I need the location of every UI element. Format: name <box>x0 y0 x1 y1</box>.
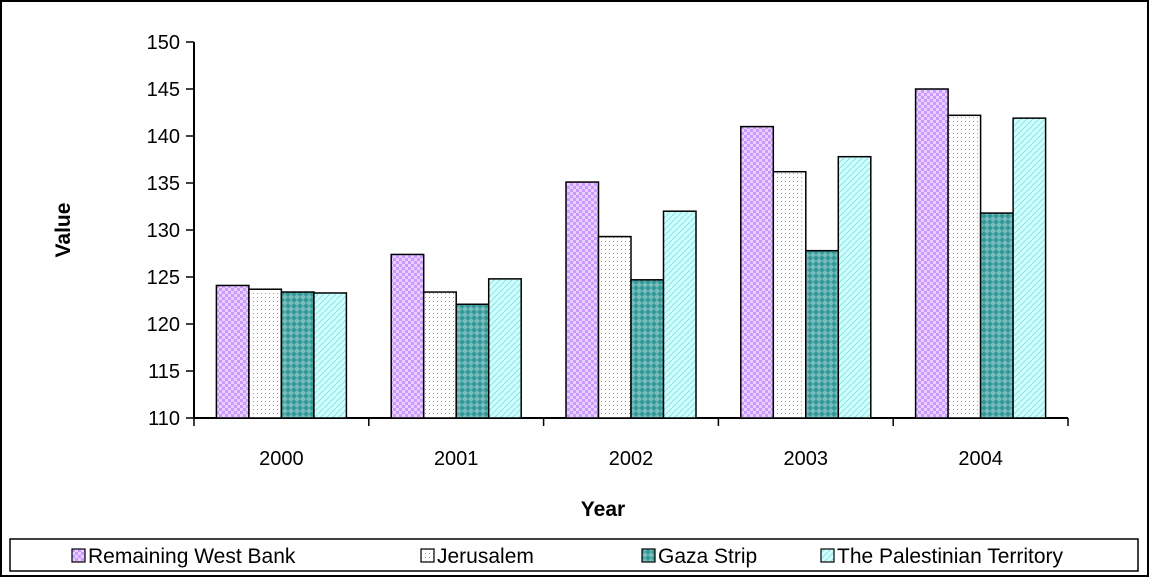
bar-the-palestinian-territory <box>487 278 522 419</box>
legend-label: Jerusalem <box>437 545 534 568</box>
bar-jerusalem <box>248 288 283 419</box>
bar-remaining-west-bank <box>740 125 775 419</box>
legend-label: Gaza Strip <box>658 545 757 568</box>
bar-jerusalem <box>422 291 457 419</box>
x-tick-label: 2000 <box>259 448 304 470</box>
x-tick-label: 2002 <box>609 448 654 470</box>
bar-remaining-west-bank <box>565 181 600 419</box>
y-tick-label: 110 <box>148 408 180 430</box>
bar-gaza-strip <box>630 279 665 419</box>
bar-gaza-strip <box>280 291 315 419</box>
x-axis-title: Year <box>581 498 625 521</box>
bar-the-palestinian-territory <box>837 155 872 419</box>
y-tick-label: 150 <box>147 32 180 54</box>
x-axis-ticks: 2000 2001 2002 2003 2004 <box>193 418 1069 470</box>
y-axis-title: Value <box>52 203 75 258</box>
y-tick-label: 125 <box>147 267 180 289</box>
legend-box <box>9 538 1139 572</box>
bar-remaining-west-bank <box>390 253 425 419</box>
bar-gaza-strip <box>455 303 490 419</box>
y-tick-label: 120 <box>147 314 180 336</box>
legend-swatch <box>820 548 835 563</box>
legend-label: Remaining West Bank <box>88 545 296 568</box>
bar-gaza-strip <box>805 249 840 419</box>
bar-jerusalem <box>597 235 632 419</box>
y-tick-label: 130 <box>147 220 180 242</box>
bar-the-palestinian-territory <box>1012 117 1047 419</box>
legend-swatch <box>641 548 656 563</box>
y-tick-label: 135 <box>147 173 180 195</box>
bar-remaining-west-bank <box>215 284 250 419</box>
y-tick-label: 140 <box>147 126 180 148</box>
bar-remaining-west-bank <box>914 88 949 419</box>
x-tick-label: 2001 <box>434 448 479 470</box>
legend-swatch <box>71 548 86 563</box>
legend-label: The Palestinian Territory <box>837 545 1064 568</box>
bar-the-palestinian-territory <box>313 292 348 419</box>
legend: Remaining West Bank Jerusalem Gaza Strip Th… <box>9 538 1139 572</box>
y-tick-label: 145 <box>147 79 180 101</box>
y-tick-label: 115 <box>148 361 180 383</box>
x-tick-label: 2003 <box>784 448 829 470</box>
x-tick-label: 2004 <box>958 448 1003 470</box>
bar-the-palestinian-territory <box>662 210 697 419</box>
bar-series <box>215 88 1047 419</box>
bar-jerusalem <box>947 114 982 419</box>
y-axis-ticks: 110 115 120 125 130 135 140 145 150 <box>147 32 194 430</box>
legend-swatch <box>420 548 435 563</box>
bar-gaza-strip <box>979 212 1014 419</box>
bar-jerusalem <box>772 170 807 419</box>
